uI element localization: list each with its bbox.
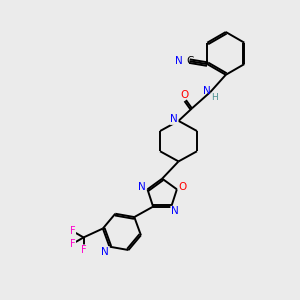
Text: N: N <box>170 114 178 124</box>
Text: N: N <box>203 86 211 96</box>
Text: O: O <box>180 90 189 100</box>
Text: F: F <box>70 226 76 236</box>
Text: N: N <box>171 206 178 216</box>
Text: N: N <box>175 56 183 65</box>
Text: H: H <box>212 93 218 102</box>
Text: F: F <box>70 239 76 249</box>
Text: O: O <box>178 182 187 193</box>
Text: F: F <box>81 245 86 255</box>
Text: N: N <box>101 247 109 257</box>
Text: N: N <box>138 182 146 193</box>
Text: C: C <box>186 56 194 66</box>
